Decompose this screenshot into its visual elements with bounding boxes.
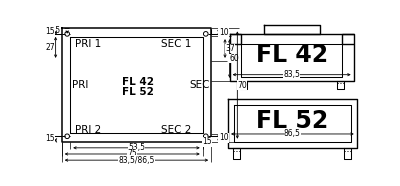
Text: FL 52: FL 52: [256, 109, 328, 133]
Text: SEC 2: SEC 2: [161, 125, 192, 135]
Text: 15: 15: [45, 27, 55, 36]
Text: FL 42: FL 42: [122, 77, 154, 87]
Text: SEC 1: SEC 1: [161, 39, 192, 49]
Text: 70: 70: [237, 81, 247, 90]
Text: 53,5: 53,5: [128, 143, 145, 152]
Text: 6,5: 6,5: [48, 26, 60, 35]
Text: FL 52: FL 52: [122, 87, 154, 97]
Text: PRI 1: PRI 1: [75, 39, 101, 49]
Text: 60: 60: [230, 54, 239, 63]
Text: PRI: PRI: [72, 81, 88, 90]
Text: 10: 10: [219, 133, 228, 142]
Text: FL 42: FL 42: [256, 43, 328, 67]
Text: PRI 2: PRI 2: [75, 125, 101, 135]
Text: 86,5: 86,5: [284, 129, 301, 138]
Text: 10: 10: [219, 28, 228, 37]
Text: 37: 37: [225, 44, 235, 53]
Text: 83,5/86,5: 83,5/86,5: [118, 156, 155, 165]
Text: 15: 15: [202, 137, 212, 146]
Text: 83,5: 83,5: [283, 70, 300, 79]
Text: 75: 75: [127, 150, 137, 158]
Text: 15: 15: [45, 134, 55, 143]
Text: 27: 27: [45, 43, 55, 52]
Text: SEC: SEC: [189, 81, 210, 90]
